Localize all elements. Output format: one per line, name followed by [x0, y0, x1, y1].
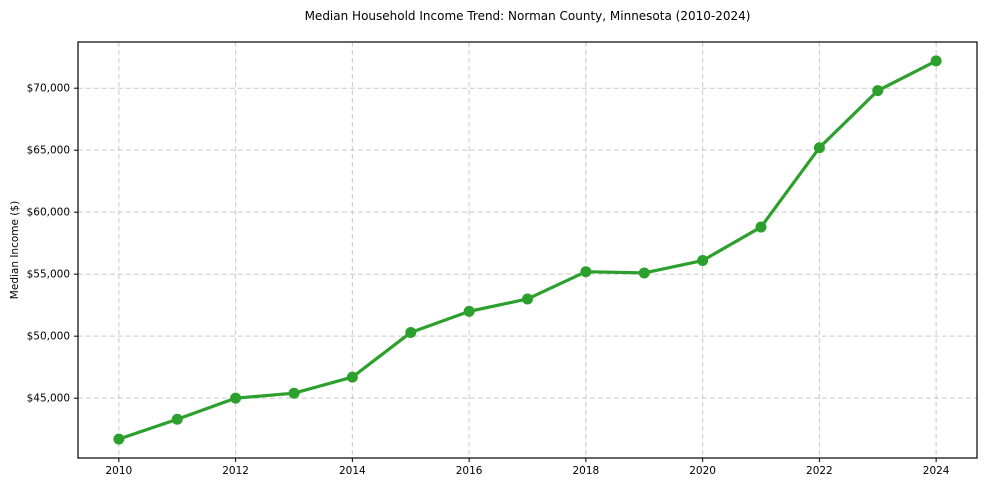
data-point-marker	[346, 371, 358, 383]
data-point-marker	[872, 85, 884, 97]
data-point-marker	[230, 392, 242, 404]
y-tick-label: $50,000	[27, 331, 70, 343]
data-point-marker	[755, 221, 767, 233]
x-tick-label: 2016	[456, 465, 483, 477]
y-tick-label: $70,000	[27, 83, 70, 95]
data-point-marker	[638, 267, 650, 279]
x-tick-label: 2022	[806, 465, 833, 477]
x-tick-label: 2024	[923, 465, 950, 477]
data-point-marker	[405, 326, 417, 338]
x-tick-label: 2020	[689, 465, 716, 477]
data-point-marker	[580, 266, 592, 278]
y-tick-label: $55,000	[27, 269, 70, 281]
data-point-marker	[463, 305, 475, 317]
data-point-marker	[813, 142, 825, 154]
y-tick-label: $60,000	[27, 207, 70, 219]
data-point-marker	[930, 55, 942, 67]
x-tick-label: 2012	[222, 465, 249, 477]
data-point-marker	[113, 433, 125, 445]
data-point-marker	[288, 387, 300, 399]
data-point-marker	[171, 413, 183, 425]
x-tick-label: 2018	[573, 465, 600, 477]
x-tick-label: 2010	[105, 465, 132, 477]
y-axis-label: Median Income ($)	[9, 200, 21, 300]
y-tick-label: $45,000	[27, 393, 70, 405]
y-tick-label: $65,000	[27, 145, 70, 157]
data-point-marker	[697, 255, 709, 267]
x-tick-label: 2014	[339, 465, 366, 477]
plot-background	[78, 42, 977, 458]
axes-border	[77, 41, 978, 459]
data-point-marker	[522, 293, 533, 305]
chart-title: Median Household Income Trend: Norman Co…	[304, 9, 751, 23]
